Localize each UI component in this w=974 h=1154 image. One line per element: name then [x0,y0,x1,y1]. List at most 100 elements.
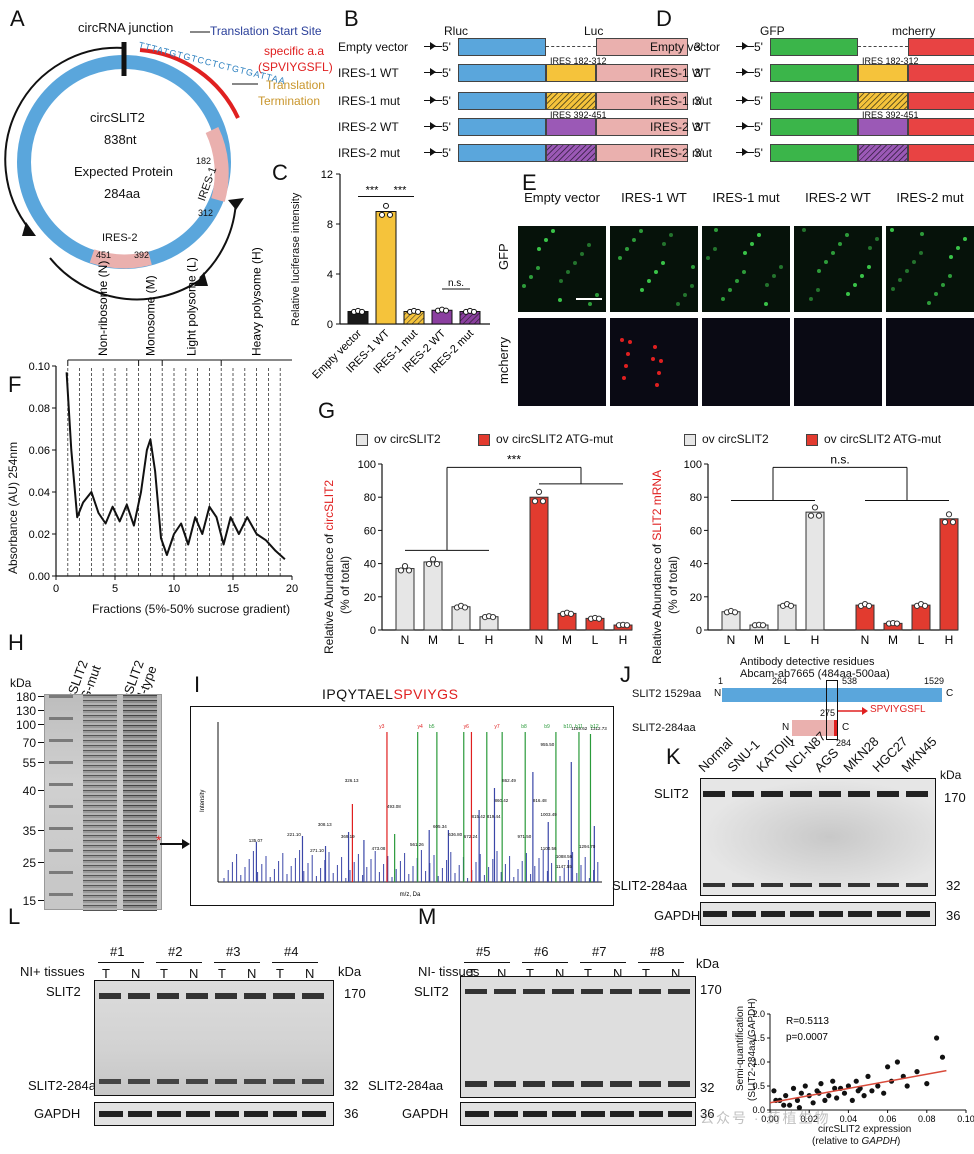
e-gfp-cell-0-9 [580,252,584,256]
n-point-5 [794,1097,801,1103]
d-ires-block-1 [858,64,908,82]
e-gfp-cell-1-12 [690,284,694,288]
antibody-header-2: Abcam-ab7665 (484aa-500aa) [740,668,890,680]
l-band-170 [99,993,331,999]
slit2-n-term: N [714,688,722,699]
l-kda: kDa [338,964,362,979]
m-marker-36: 36 [700,1106,715,1121]
e-gfp-cell-3-6 [802,228,806,232]
c-bar-1 [375,211,397,325]
n-point-6 [798,1090,804,1096]
gel-ladder [49,695,73,911]
panel-label-k: K [666,744,681,769]
panel-f-xlabel: Fractions (5%-50% sucrose gradient) [92,602,291,616]
gr-cat-1-1: M [888,633,898,647]
m-group-bracket-1 [522,962,568,963]
e-gfp-cell-4-4 [927,301,931,305]
gl-point-0-0-0 [397,567,405,574]
panel-label-m: M [418,904,437,929]
panel-g-left-ylabel-sub: (% of total) [338,555,352,614]
d-right-gene-2 [908,92,974,110]
e-gfp-cell-0-12 [587,243,591,247]
e-gfp-cell-1-9 [683,293,687,297]
k-marker-32: 32 [946,878,961,893]
pos-312: 312 [198,208,214,218]
gl-ytick-label-3: 60 [364,525,376,537]
i-peak-label-19: 1003.49 [541,812,558,817]
ires2-label: IRES-2 [102,232,138,244]
panel-g-right-ylabel: Relative Abundance of SLIT2 mRNA [650,469,664,664]
k-slit284-label: SLIT2-284aa [612,878,688,893]
n-r-value: R=0.5113 [786,1016,829,1027]
l-blot-gapdh [94,1102,334,1126]
f-xtick-label-1: 5 [112,583,118,595]
n-p-value: p=0.0007 [786,1032,828,1043]
m-kda: kDa [696,956,720,971]
slit284-n-term: N [782,722,790,733]
n-point-7 [802,1083,808,1089]
expected-protein-length: 284aa [104,186,141,201]
m-tissue-label: NI- tissues [418,964,480,979]
e-gfp-cell-2-13 [742,270,746,274]
legend-swatch-mut-right [806,434,818,446]
e-gfp-cell-1-8 [654,270,658,274]
slit284-num-1: 1 [790,738,796,748]
gr-point-1-0-2 [865,602,873,609]
i-ion-label-7: b10 [563,724,572,730]
b-ires-block-3 [546,118,596,136]
gl-cat-0-3: H [485,633,494,647]
gr-point-1-1-2 [893,620,901,627]
legend-swatch-ov-right [684,434,696,446]
panel-label-e: E [522,170,537,195]
gl-point-0-1-2 [433,560,441,568]
l-group-label-0: #1 [110,944,125,959]
gr-ytick-label-4: 80 [690,492,702,504]
panel-label-j: J [620,662,631,687]
n-point-40 [832,1085,838,1091]
n-point-27 [885,1064,891,1070]
circrna-name: circSLIT2 [90,110,145,125]
l-gapdh-label: GAPDH [34,1106,81,1121]
panel-label-c: C [272,160,288,185]
k-band-gapdh [703,911,933,917]
junction-label: circRNA junction [78,20,174,35]
expected-protein-label: Expected Protein [74,164,174,179]
n-point-37 [781,1102,787,1108]
b-ires-block-2 [546,92,596,110]
i-peak-label-8: 561.26 [410,842,424,847]
e-gfp-cell-4-2 [949,255,953,259]
n-xtick-label-0: 0.00 [761,1114,779,1124]
e-gfp-cell-0-10 [529,275,533,279]
gr-ytick-label-1: 20 [690,592,702,604]
m-slit284-label: SLIT2-284aa [368,1078,444,1093]
specific-seq-label: SPVIYGSFL [870,704,926,715]
d-row-label-1: IRES-1 WT [650,66,711,80]
gel-marker-tick-2 [38,724,44,725]
n-point-2 [783,1093,789,1099]
e-col-label-3: IRES-2 WT [805,190,871,205]
k-marker-36: 36 [946,908,961,923]
e-gfp-image-2 [702,226,790,312]
gl-point-0-1-1 [429,556,437,563]
d-row-arrowhead-3 [742,122,748,130]
i-ion-label-2: b5 [429,724,435,730]
n-point-19 [849,1097,855,1103]
gl-ytick-label-1: 20 [364,592,376,604]
i-peak-label-25: 1312.73 [590,726,607,731]
pos-451: 451 [96,250,112,260]
e-gfp-cell-0-3 [566,270,570,274]
watermark: 公众号 · 药植生物 [700,1110,831,1126]
m-tn-label-4: T [584,966,592,981]
gr-cat-0-2: L [784,633,791,647]
b-row-arrowhead-0 [430,42,436,50]
n-xtick-label-3: 0.06 [879,1114,897,1124]
gel-marker-15: 15 [22,894,36,908]
e-gfp-cell-0-6 [573,261,577,265]
b-row-arrowhead-3 [430,122,436,130]
gl-point-1-0-2 [539,498,547,505]
gl-ytick-label-0: 0 [370,625,376,637]
absorbance-profile-chart: Non-ribosome (N) Monosome (M) Light polyso… [29,247,299,595]
gr-point-0-3-0 [807,512,815,519]
e-gfp-cell-4-10 [941,283,945,287]
e-gfp-cell-4-6 [905,269,909,273]
